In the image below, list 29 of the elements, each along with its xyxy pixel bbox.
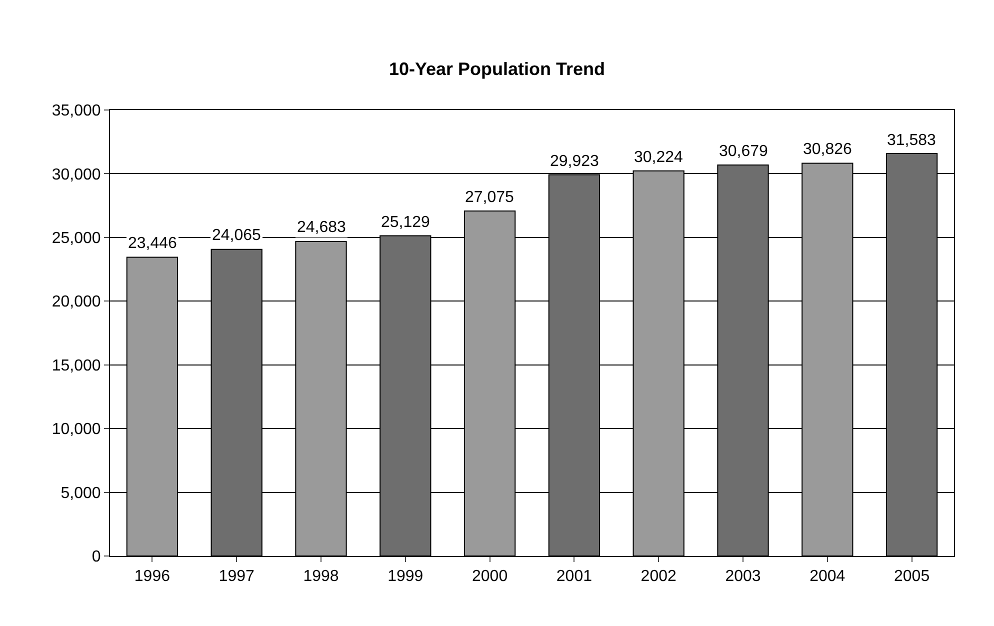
x-tick-label: 2003 <box>725 568 761 586</box>
data-label: 30,224 <box>634 149 684 166</box>
data-label: 24,065 <box>212 227 262 244</box>
y-tick-label: 10,000 <box>52 421 101 438</box>
data-label: 30,679 <box>719 143 768 160</box>
y-tick-label: 35,000 <box>52 102 101 120</box>
data-label: 29,923 <box>550 153 600 170</box>
x-tick-label: 2002 <box>640 568 676 586</box>
data-label: 30,826 <box>803 141 852 158</box>
x-tick-label: 1996 <box>134 568 170 586</box>
x-tick-label: 1999 <box>388 568 424 586</box>
y-tick-label: 0 <box>92 548 101 566</box>
data-label: 23,446 <box>128 235 178 252</box>
data-label: 24,683 <box>297 219 346 236</box>
data-label: 27,075 <box>465 189 514 206</box>
x-tick-label: 1997 <box>218 568 254 586</box>
y-tick-label: 20,000 <box>52 294 101 311</box>
x-tick-label: 2000 <box>472 568 508 586</box>
x-tick-label: 2004 <box>810 568 846 586</box>
x-tick-label: 1998 <box>303 568 339 586</box>
data-label: 31,583 <box>887 132 936 149</box>
chart-title: 10-Year Population Trend <box>388 59 606 80</box>
y-tick-label: 15,000 <box>52 357 101 374</box>
y-tick-label: 30,000 <box>52 166 101 184</box>
y-tick-label: 25,000 <box>52 230 101 248</box>
x-tick-label: 2005 <box>894 568 930 586</box>
x-tick-label: 2001 <box>556 568 592 586</box>
data-label: 25,129 <box>381 214 430 231</box>
y-tick-label: 5,000 <box>60 484 101 502</box>
